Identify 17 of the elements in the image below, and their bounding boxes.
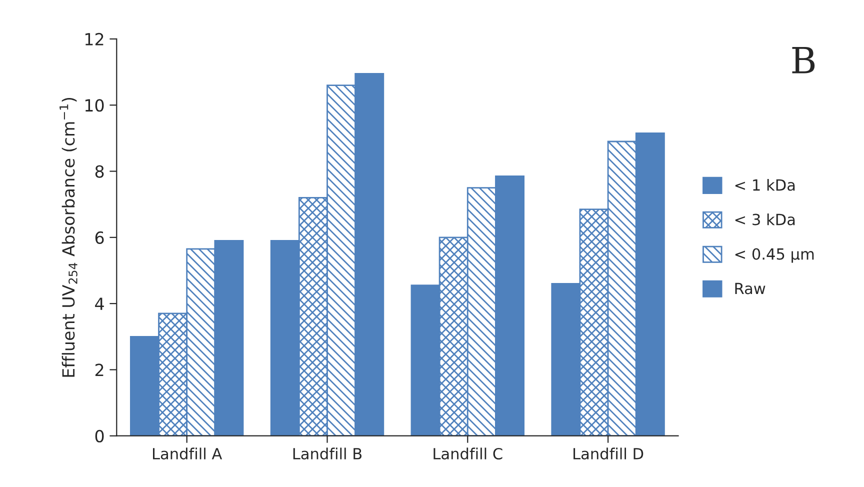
text: B [792, 46, 815, 74]
x-tick-label: Landfill C [434, 448, 502, 460]
y-tick-label: 8 [95, 165, 104, 178]
y-tick-label: 4 [95, 298, 104, 310]
y-tick-label: 0 [95, 430, 104, 442]
y-tick-label: 6 [95, 231, 104, 244]
y-tick-label: 2 [95, 364, 104, 376]
y-axis-title: Effluent UV$_{254}$ Absorbance (cm$^{−1}$) [60, 98, 78, 377]
x-tick-label: Landfill D [574, 448, 644, 460]
x-tick-label: Landfill A [153, 448, 222, 460]
legend-label: < 1 kDa [735, 178, 795, 191]
y-tick-label: 10 [85, 99, 104, 112]
x-tick-label: Landfill B [293, 448, 362, 460]
legend-label: < 3 kDa [735, 213, 795, 226]
legend-label: Raw [735, 282, 766, 294]
legend-label: < 0.45 µm [735, 248, 814, 263]
y-tick-label: 12 [85, 32, 104, 46]
